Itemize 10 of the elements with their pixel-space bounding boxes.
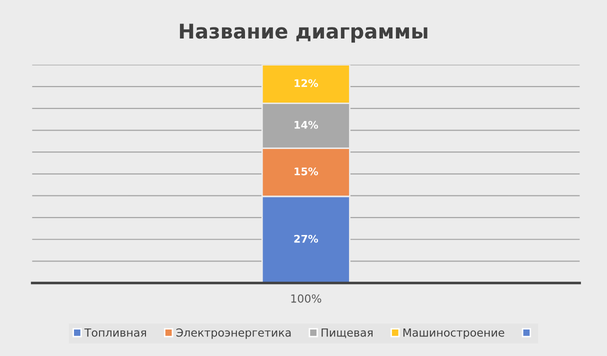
- data-label: 15%: [294, 167, 318, 176]
- legend-label: Пищевая: [322, 328, 373, 338]
- text: Топливная: [84, 328, 146, 337]
- legend-label: Машиностроение: [403, 328, 504, 339]
- x-tick-label: 100%: [291, 294, 322, 303]
- data-label: 14%: [294, 120, 318, 129]
- chart-title: Название диаграммы: [180, 24, 428, 43]
- data-label: 12%: [294, 79, 318, 88]
- legend-label: Электроэнергетика: [176, 328, 291, 339]
- data-label: 27%: [294, 234, 318, 243]
